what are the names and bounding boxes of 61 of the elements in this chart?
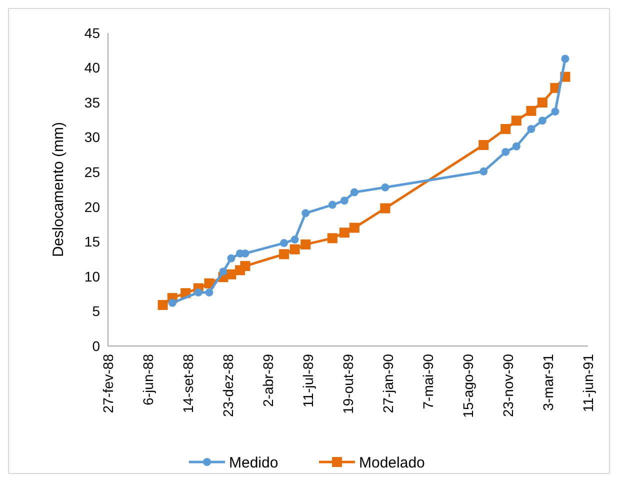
legend-label: Medido	[229, 454, 278, 472]
point	[327, 233, 338, 244]
point	[158, 300, 168, 310]
y-tick-label: 45	[84, 24, 100, 41]
point	[240, 261, 250, 272]
point	[502, 148, 510, 156]
point	[290, 244, 300, 254]
point	[537, 98, 548, 108]
point	[204, 278, 214, 288]
point	[302, 209, 310, 218]
point	[478, 140, 489, 150]
y-tick-label: 15	[84, 234, 100, 250]
point	[205, 288, 214, 296]
point	[290, 236, 299, 244]
y-tick-label: 5	[92, 303, 100, 320]
point	[538, 116, 546, 125]
point	[339, 228, 350, 238]
x-tick-label: 23-nov-90	[500, 354, 516, 418]
x-tick-label: 14-set-88	[180, 354, 196, 414]
point	[380, 203, 390, 214]
x-tick-label: 7-mai-90	[420, 354, 436, 410]
x-tick-label: 11-jul-89	[300, 354, 316, 408]
point	[480, 167, 488, 176]
y-tick-label: 20	[84, 198, 100, 215]
x-tick-label: 27-jan-90	[380, 354, 396, 414]
point	[381, 183, 390, 192]
point	[219, 268, 228, 276]
point	[227, 254, 236, 262]
point	[511, 116, 522, 126]
x-tick-label: 11-jun-91	[580, 354, 596, 412]
x-tick-label: 2-abr-89	[260, 354, 276, 407]
point	[527, 124, 536, 133]
y-axis-title: Deslocamento (mm)	[50, 122, 67, 258]
x-tick-label: 3-mar-91	[540, 354, 556, 411]
point	[551, 108, 560, 116]
y-tick-label: 35	[84, 94, 100, 110]
y-tick-label: 25	[84, 164, 100, 180]
point	[300, 239, 311, 250]
y-tick-label: 30	[84, 129, 100, 146]
y-tick-label: 40	[84, 60, 100, 76]
point	[328, 200, 336, 209]
x-tick-label: 19-out-89	[340, 354, 356, 414]
point	[168, 298, 176, 307]
x-tick-label: 15-ago-90	[460, 354, 476, 418]
point	[349, 222, 360, 233]
point	[279, 249, 289, 260]
point	[350, 188, 358, 196]
point	[561, 54, 570, 63]
x-tick-label: 27-fev-88	[100, 354, 116, 414]
x-tick-label: 6-jun-88	[140, 354, 156, 406]
point	[526, 106, 536, 116]
point	[226, 269, 236, 280]
legend-label: Modelado	[359, 454, 425, 472]
point	[194, 288, 202, 296]
point	[500, 124, 511, 134]
x-tick-label: 23-dez-88	[220, 354, 236, 418]
point	[512, 142, 520, 150]
y-tick-label: 0	[92, 338, 100, 354]
y-tick-label: 10	[84, 268, 100, 284]
point	[280, 239, 288, 248]
point	[340, 196, 348, 205]
